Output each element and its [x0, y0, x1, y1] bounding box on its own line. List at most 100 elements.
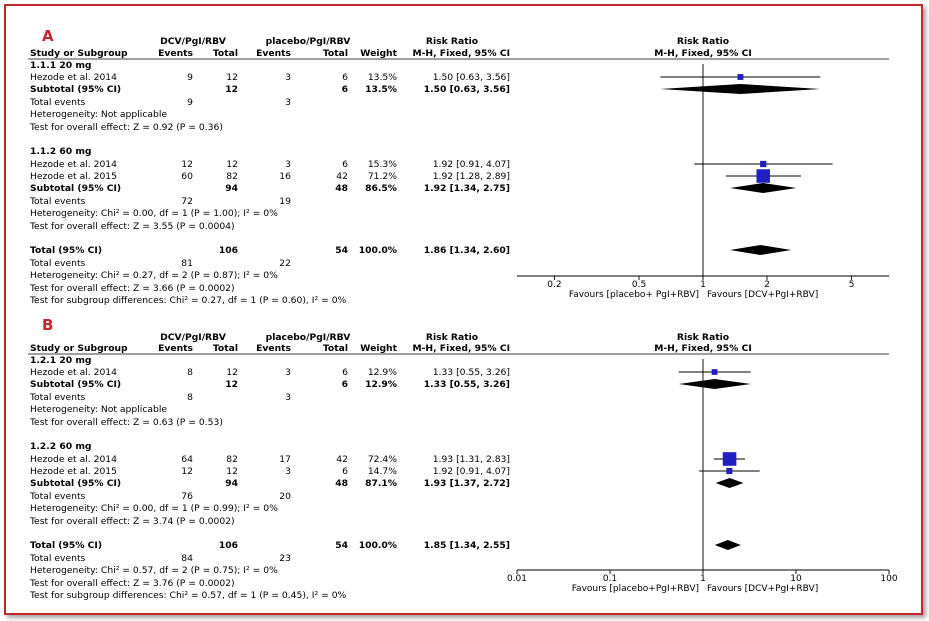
study-name: Hezode et al. 2015 — [30, 171, 117, 182]
treatment-events: 12 — [181, 159, 193, 170]
subgroup-treatment-events: 9 — [187, 97, 193, 108]
total-treatment-events: 81 — [181, 258, 193, 269]
treatment-total: 82 — [226, 171, 238, 182]
control-total: 42 — [336, 454, 348, 465]
x-tick-label: 1 — [700, 280, 706, 290]
total-control-total: 54 — [335, 245, 348, 256]
control-group-header: placebo/PgI/RBV — [266, 36, 352, 47]
subtotal-label: Subtotal (95% CI) — [30, 478, 121, 489]
study-weight: 71.2% — [368, 171, 397, 182]
total-diamond — [730, 245, 792, 255]
treatment-events-header: Events — [158, 343, 193, 354]
treatment-total-header: Total — [213, 48, 238, 59]
control-events: 17 — [279, 454, 291, 465]
subgroup-overall-effect: Test for overall effect: Z = 0.92 (P = 0… — [29, 122, 223, 133]
total-control-events: 22 — [279, 258, 291, 269]
subtotal-treatment-total: 94 — [225, 478, 238, 489]
treatment-total: 12 — [226, 466, 238, 477]
subtotal-treatment-total: 12 — [225, 379, 238, 390]
subtotal-control-total: 48 — [335, 478, 348, 489]
subgroup-difference-test: Test for subgroup differences: Chi² = 0.… — [29, 590, 347, 601]
subgroup-control-events: 20 — [279, 491, 291, 502]
subgroup-control-events: 19 — [279, 196, 291, 207]
subgroup-control-events: 3 — [285, 392, 291, 403]
control-total: 42 — [336, 171, 348, 182]
panel-label: B — [42, 316, 53, 334]
control-events: 3 — [285, 72, 291, 83]
subtotal-ci: 1.92 [1.34, 2.75] — [424, 183, 510, 194]
control-events-header: Events — [256, 343, 291, 354]
favours-control-label: Favours [placebo+ PgI+RBV] — [569, 290, 699, 300]
subtotal-treatment-total: 94 — [225, 183, 238, 194]
treatment-group-header: DCV/PgI/RBV — [160, 36, 227, 47]
treatment-events: 64 — [181, 454, 193, 465]
subtotal-control-total: 48 — [335, 183, 348, 194]
treatment-events: 60 — [181, 171, 193, 182]
subtotal-label: Subtotal (95% CI) — [30, 379, 121, 390]
total-weight: 100.0% — [359, 540, 397, 551]
subtotal-label: Subtotal (95% CI) — [30, 84, 121, 95]
control-events-header: Events — [256, 48, 291, 59]
subgroup-treatment-events: 72 — [181, 196, 193, 207]
study-point-marker — [760, 160, 767, 168]
total-control-events: 23 — [279, 553, 291, 564]
subgroup-title: 1.1.1 20 mg — [30, 60, 92, 71]
effect-column-header: Risk Ratio — [426, 332, 478, 343]
favours-treatment-label: Favours [DCV+PgI+RBV] — [707, 584, 818, 594]
study-name: Hezode et al. 2014 — [30, 159, 117, 170]
study-weight: 72.4% — [368, 454, 397, 465]
subgroup-overall-effect: Test for overall effect: Z = 3.55 (P = 0… — [29, 221, 235, 232]
x-tick-label: 1 — [700, 574, 706, 584]
control-total-header: Total — [323, 343, 348, 354]
subtotal-control-total: 6 — [342, 379, 348, 390]
treatment-total: 12 — [226, 367, 238, 378]
study-name: Hezode et al. 2014 — [30, 367, 117, 378]
treatment-total: 82 — [226, 454, 238, 465]
study-ci: 1.92 [0.91, 4.07] — [433, 159, 510, 170]
treatment-group-header: DCV/PgI/RBV — [160, 332, 227, 343]
study-ci: 1.92 [0.91, 4.07] — [433, 466, 510, 477]
study-ci: 1.50 [0.63, 3.56] — [433, 72, 510, 83]
total-treatment-events: 84 — [181, 553, 193, 564]
control-total: 6 — [342, 466, 348, 477]
x-tick-label: 2 — [764, 280, 770, 290]
effect-method-header: M-H, Fixed, 95% CI — [412, 343, 510, 354]
plot-method-header: M-H, Fixed, 95% CI — [654, 48, 752, 59]
subtotal-weight: 87.1% — [365, 478, 397, 489]
subtotal-treatment-total: 12 — [225, 84, 238, 95]
subtotal-weight: 12.9% — [365, 379, 397, 390]
control-total-header: Total — [323, 48, 348, 59]
total-label: Total (95% CI) — [30, 540, 102, 551]
overall-heterogeneity: Heterogeneity: Chi² = 0.27, df = 2 (P = … — [30, 270, 278, 281]
treatment-events: 12 — [181, 466, 193, 477]
total-events-label: Total events — [29, 258, 86, 269]
total-ci: 1.86 [1.34, 2.60] — [424, 245, 510, 256]
favours-control-label: Favours [placebo+PgI+RBV] — [572, 584, 699, 594]
total-treatment-total: 106 — [219, 245, 238, 256]
subgroup-control-events: 3 — [285, 97, 291, 108]
subgroup-total-events-label: Total events — [29, 196, 86, 207]
x-tick-label: 0.1 — [603, 574, 617, 584]
treatment-events-header: Events — [158, 48, 193, 59]
total-ci: 1.85 [1.34, 2.55] — [424, 540, 510, 551]
x-tick-label: 5 — [849, 280, 855, 290]
study-ci: 1.92 [1.28, 2.89] — [433, 171, 510, 182]
study-point-marker — [756, 169, 770, 183]
treatment-total: 12 — [226, 159, 238, 170]
plot-method-header: M-H, Fixed, 95% CI — [654, 343, 752, 354]
total-diamond — [714, 540, 741, 550]
control-total: 6 — [342, 72, 348, 83]
figure-frame — [4, 4, 923, 615]
subgroup-overall-effect: Test for overall effect: Z = 3.74 (P = 0… — [29, 516, 235, 527]
total-control-total: 54 — [335, 540, 348, 551]
study-point-marker — [726, 467, 733, 475]
study-weight: 15.3% — [368, 159, 397, 170]
study-weight: 14.7% — [368, 466, 397, 477]
weight-header: Weight — [360, 48, 397, 59]
subgroup-total-events-label: Total events — [29, 392, 86, 403]
x-tick-label: 0.2 — [547, 280, 561, 290]
overall-heterogeneity: Heterogeneity: Chi² = 0.57, df = 2 (P = … — [30, 565, 278, 576]
overall-effect-test: Test for overall effect: Z = 3.66 (P = 0… — [29, 283, 235, 294]
subgroup-heterogeneity: Heterogeneity: Not applicable — [30, 404, 167, 415]
